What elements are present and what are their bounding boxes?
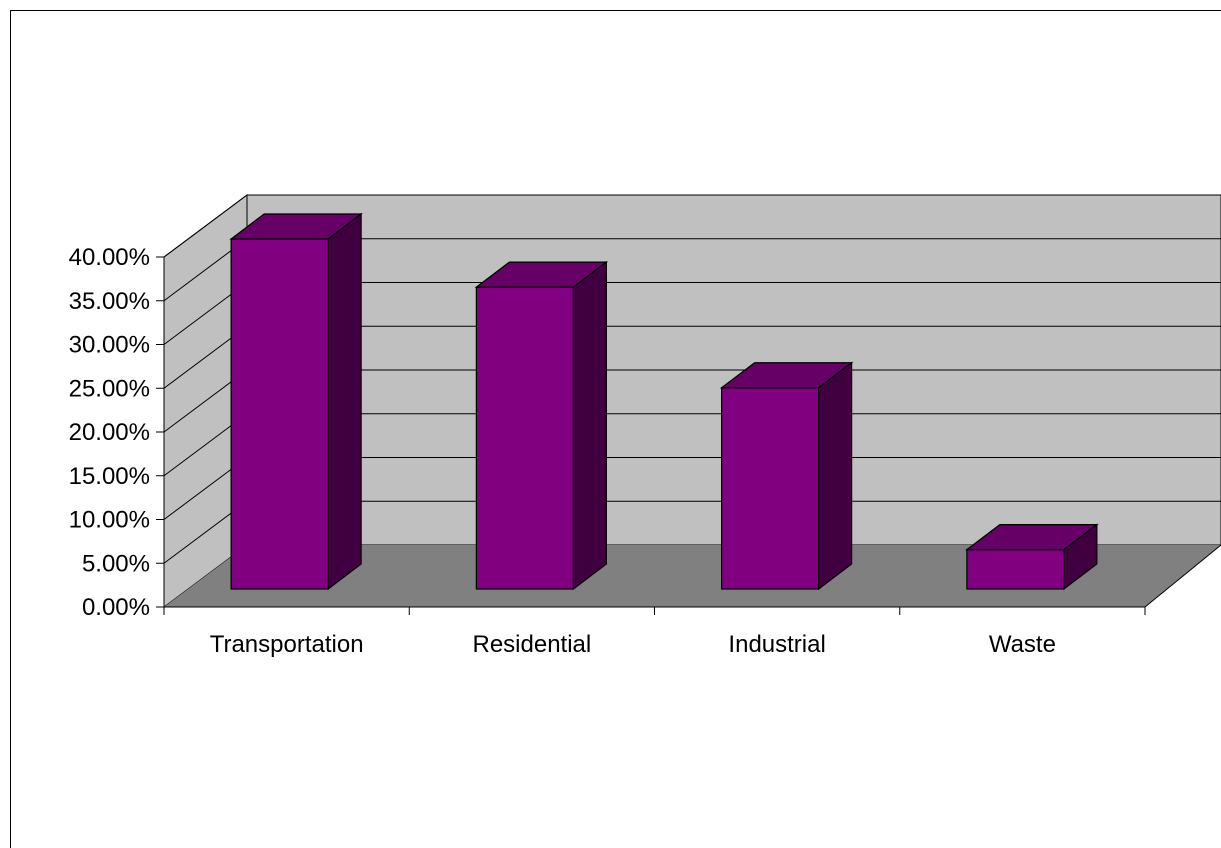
bar-front bbox=[475, 286, 574, 590]
y-tick-label: 5.00% bbox=[82, 550, 150, 577]
bar-front bbox=[721, 387, 820, 590]
bar-front bbox=[966, 549, 1065, 590]
y-tick-label: 25.00% bbox=[69, 375, 150, 402]
x-category-label: Transportation bbox=[210, 631, 364, 658]
bars bbox=[229, 212, 1099, 591]
bar bbox=[229, 212, 363, 591]
x-category-label: Waste bbox=[989, 631, 1056, 658]
y-tick-label: 0.00% bbox=[82, 594, 150, 621]
bar-side bbox=[572, 260, 607, 591]
floor bbox=[164, 545, 1221, 607]
bar-side bbox=[818, 361, 853, 591]
x-category-label: Residential bbox=[473, 631, 592, 658]
y-tick-label: 15.00% bbox=[69, 463, 150, 490]
bar bbox=[965, 523, 1099, 591]
y-tick-label: 35.00% bbox=[69, 288, 150, 315]
y-axis-ticks: 0.00% 5.00% 10.00% 15.00% 20.00% 25.00% 30.00%… bbox=[69, 244, 164, 621]
y-tick-label: 10.00% bbox=[69, 507, 150, 534]
bar-side bbox=[1063, 523, 1098, 591]
gridline-side bbox=[163, 194, 248, 258]
bar bbox=[719, 361, 854, 591]
x-axis-labels: Transportation Residential Industrial Waste bbox=[163, 607, 1146, 658]
bar bbox=[474, 260, 609, 591]
bar-front bbox=[230, 238, 329, 590]
bar-side bbox=[327, 212, 362, 591]
floor-edge bbox=[1144, 544, 1221, 608]
y-tick-label: 20.00% bbox=[69, 419, 150, 446]
x-category-label: Industrial bbox=[728, 631, 825, 658]
y-tick-label: 30.00% bbox=[69, 332, 150, 359]
y-tick-label: 40.00% bbox=[69, 244, 150, 271]
